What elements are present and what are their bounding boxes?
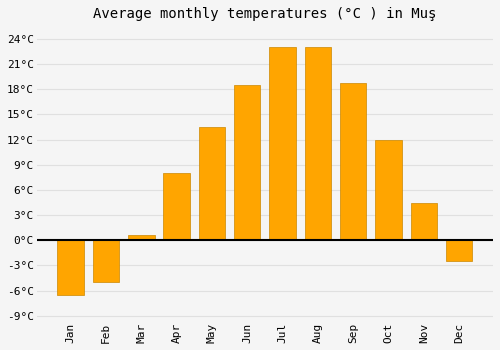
Bar [410, 203, 437, 240]
Bar [164, 173, 190, 240]
Bar [446, 240, 472, 261]
Bar [270, 47, 296, 240]
Bar [93, 240, 120, 282]
Title: Average monthly temperatures (°C ) in Muş: Average monthly temperatures (°C ) in Mu… [93, 7, 436, 21]
Bar [375, 140, 402, 240]
Bar [58, 240, 84, 295]
Bar [198, 127, 225, 240]
Bar [304, 47, 331, 240]
Bar [128, 235, 154, 240]
Bar [234, 85, 260, 240]
Bar [340, 83, 366, 240]
